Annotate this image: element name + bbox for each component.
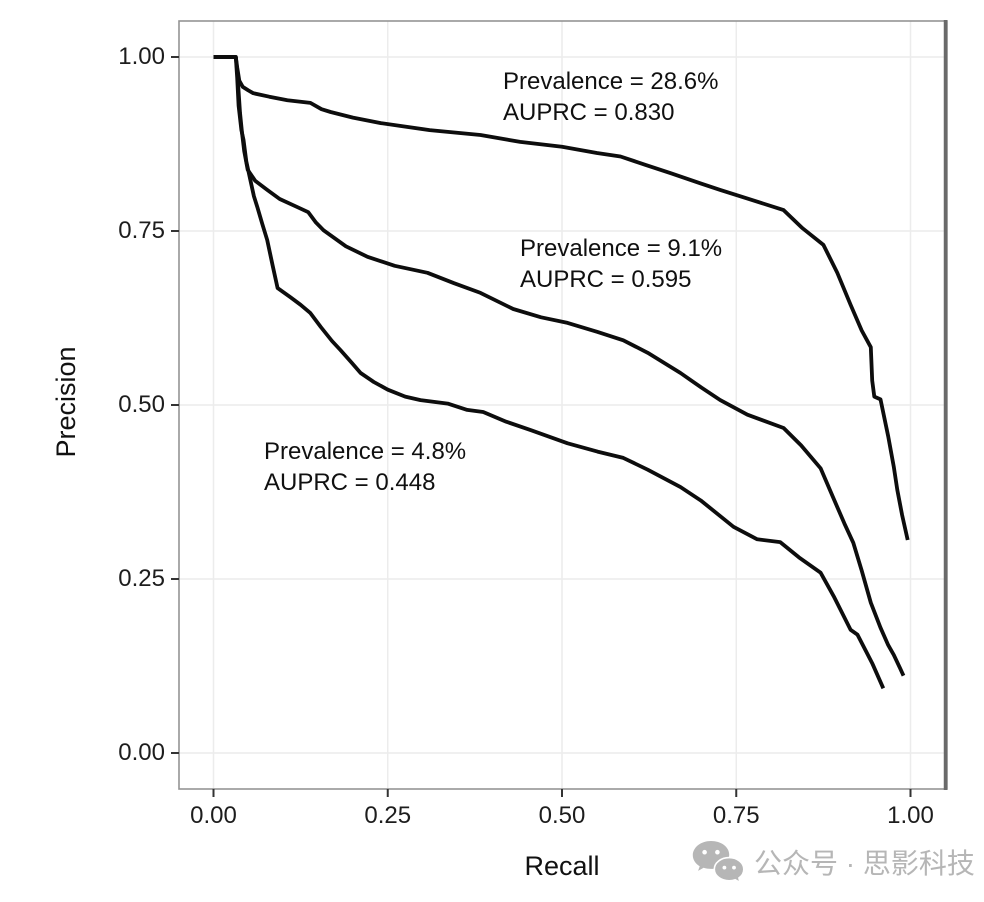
- x-tick-label: 1.00: [887, 802, 934, 829]
- annotation-line: Prevalence = 28.6%: [503, 68, 719, 95]
- watermark-text: 公众号 · 思影科技: [754, 848, 975, 879]
- x-axis-title: Recall: [524, 851, 600, 881]
- annotation-prevalence-28.6: Prevalence = 28.6% AUPRC = 0.830: [503, 66, 718, 128]
- pr-curve-prevalence-9.1-percent: [213, 55, 906, 677]
- x-tick-label: 0.50: [538, 802, 586, 829]
- y-tick-label: 1.00: [118, 43, 165, 70]
- axis-tick-marks: [171, 56, 912, 797]
- annotation-line: AUPRC = 0.830: [503, 99, 675, 126]
- annotation-prevalence-9.1: Prevalence = 9.1% AUPRC = 0.595: [520, 233, 722, 295]
- x-tick-label: 0.75: [712, 802, 760, 829]
- annotation-line: AUPRC = 0.448: [264, 469, 436, 496]
- annotation-line: AUPRC = 0.595: [520, 266, 692, 293]
- pr-curve-prevalence-4.8-percent: [213, 55, 886, 690]
- watermark: 公众号 · 思影科技: [692, 840, 975, 884]
- x-tick-label: 0.00: [190, 802, 237, 829]
- pr-curves: [213, 55, 910, 690]
- annotation-line: Prevalence = 9.1%: [520, 235, 723, 262]
- gridlines: [179, 21, 947, 789]
- y-tick-label: 0.75: [118, 217, 165, 244]
- x-tick-label: 0.25: [364, 802, 412, 829]
- annotation-prevalence-4.8: Prevalence = 4.8% AUPRC = 0.448: [264, 436, 466, 498]
- y-axis-title: Precision: [51, 346, 81, 458]
- pr-curve-prevalence-28.6-percent: [213, 55, 910, 541]
- wechat-icon: [692, 841, 744, 884]
- annotation-line: Prevalence = 4.8%: [264, 438, 467, 465]
- y-tick-label: 0.00: [118, 739, 165, 766]
- y-tick-label: 0.50: [118, 391, 165, 418]
- y-tick-label: 0.25: [118, 565, 165, 592]
